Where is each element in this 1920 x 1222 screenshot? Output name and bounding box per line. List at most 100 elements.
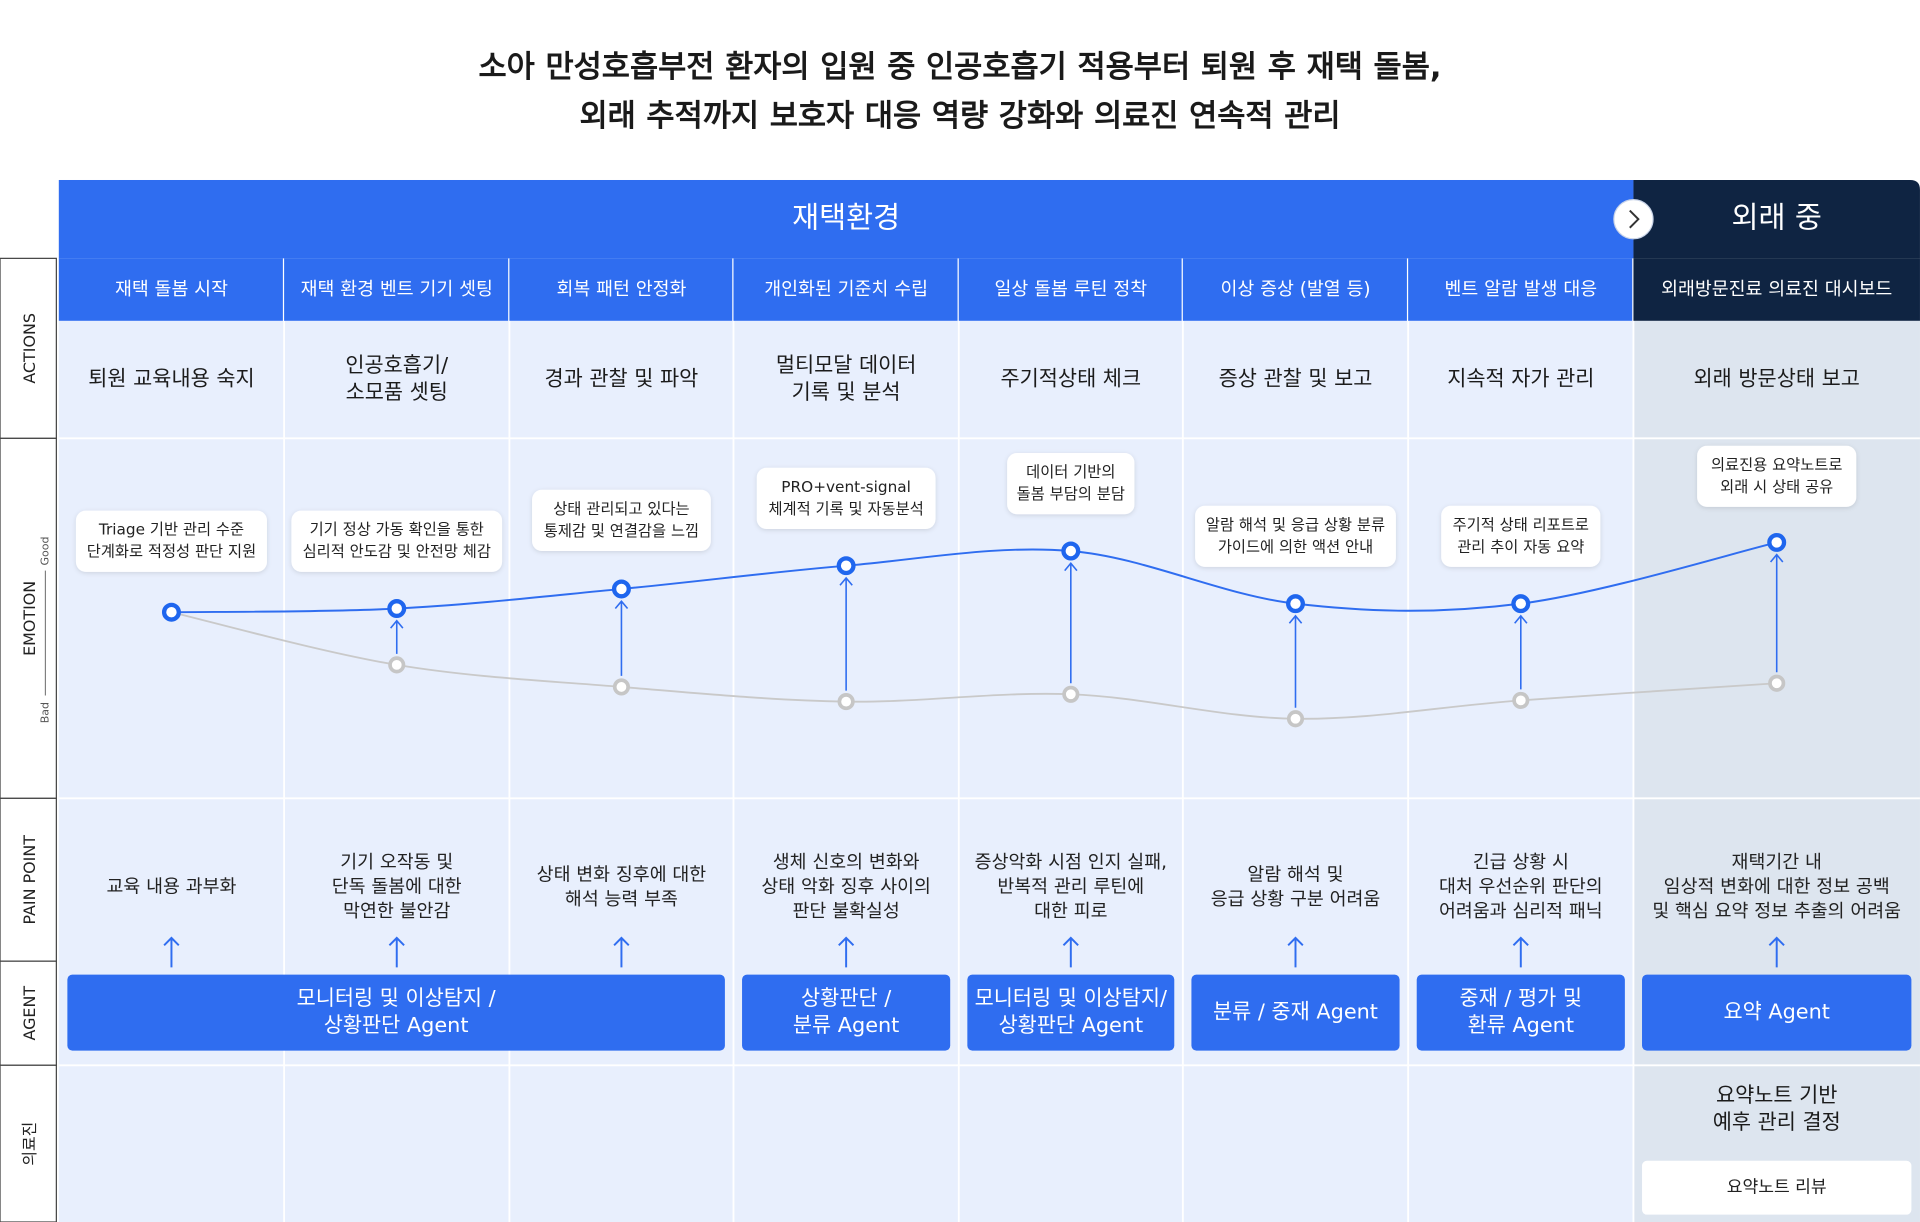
stage-header xyxy=(509,258,733,321)
emotion-note-text: 외래 시 상태 공유 xyxy=(1720,478,1833,496)
stage-header xyxy=(1408,258,1633,321)
row-label-box xyxy=(0,437,57,799)
emotion-point-before xyxy=(388,656,406,674)
emotion-point xyxy=(387,599,407,619)
emotion-point xyxy=(1767,532,1787,552)
emotion-bad: Bad xyxy=(38,702,51,723)
staff-note: 예후 관리 결정 xyxy=(1713,1110,1841,1134)
pain-point: 대처 우선순위 판단의 xyxy=(1439,877,1603,898)
agent-box xyxy=(1642,974,1912,1051)
pain-point: 판단 불확실성 xyxy=(793,901,900,922)
emotion-note-text: 돌봄 부담의 분담 xyxy=(1017,485,1125,503)
emotion-note-text: 체계적 기록 및 자동분석 xyxy=(768,500,923,518)
emotion-note-text: 기기 정상 가동 확인을 통한 xyxy=(310,521,484,539)
emotion-note xyxy=(532,489,711,552)
pain-point: 생체 신호의 변화와 xyxy=(773,852,920,873)
pain-point: 단독 돌봄에 대한 xyxy=(332,877,462,898)
pain-arrow xyxy=(838,936,855,968)
stage-header xyxy=(284,258,509,321)
pain-arrow xyxy=(1287,936,1304,968)
pain-arrow xyxy=(1062,936,1079,968)
agent-label: 모니터링 및 이상탐지/ xyxy=(975,986,1167,1010)
emotion-note xyxy=(1441,505,1601,567)
pain-point: 알람 해석 및 xyxy=(1247,864,1343,885)
emotion-arrow xyxy=(1769,553,1784,673)
stage-title: 재택 환경 벤트 기기 셋팅 xyxy=(301,279,493,300)
stage-title: 개인화된 기준치 수립 xyxy=(764,279,928,300)
action-text: 멀티모달 데이터 xyxy=(776,353,917,377)
emotion-point-before xyxy=(837,693,855,711)
phase-out xyxy=(1633,179,1920,259)
action-text: 주기적상태 체크 xyxy=(1001,367,1142,391)
staff-button xyxy=(1642,1160,1912,1215)
agent-box xyxy=(967,974,1175,1051)
stage-header xyxy=(1182,258,1407,321)
emotion-note xyxy=(291,510,503,572)
agent-label: 모니터링 및 이상탐지 / xyxy=(297,986,496,1010)
emotion-note xyxy=(756,467,936,529)
pain-point: 기기 오작동 및 xyxy=(340,852,453,873)
agent-label: 상황판단 Agent xyxy=(998,1013,1143,1037)
stage-header xyxy=(1633,258,1920,321)
stage-header xyxy=(958,258,1182,321)
emotion-note-text: 가이드에 의한 액션 안내 xyxy=(1218,538,1373,556)
pain-point: 긴급 상황 시 xyxy=(1473,852,1569,873)
emotion-arrow xyxy=(390,619,404,654)
emotion-note-text: 통제감 및 연결감을 느낌 xyxy=(544,522,699,540)
title-line: 소아 만성호흡부전 환자의 입원 중 인공호흡기 적용부터 퇴원 후 재택 돌봄… xyxy=(478,50,1441,85)
action-text: 지속적 자가 관리 xyxy=(1447,367,1594,391)
row-label: EMOTION xyxy=(20,581,39,656)
action-text: 증상 관찰 및 보고 xyxy=(1219,367,1373,391)
phase-arrow-btn xyxy=(1613,198,1654,240)
emotion-note-text: 상태 관리되고 있다는 xyxy=(553,500,689,518)
emotion-arrow xyxy=(1514,614,1528,690)
emotion-point xyxy=(836,556,856,576)
agent-box xyxy=(1191,974,1400,1051)
pain-point: 상태 변화 징후에 대한 xyxy=(537,864,707,885)
pain-point: 임상적 변화에 대한 정보 공백 xyxy=(1664,877,1890,898)
phase-home xyxy=(58,179,1634,259)
stage-title: 일상 돌봄 루틴 정착 xyxy=(994,279,1147,300)
action-text: 외래 방문상태 보고 xyxy=(1694,367,1860,391)
emotion-before xyxy=(171,611,1777,720)
chevron xyxy=(1629,209,1640,229)
pain-arrow xyxy=(613,936,630,968)
emotion-note-text: 주기적 상태 리포트로 xyxy=(1453,516,1589,534)
emotion-point-before xyxy=(1512,691,1530,709)
emotion-arrow xyxy=(1288,614,1303,708)
pain-point: 막연한 불안감 xyxy=(343,901,450,922)
emotion-point xyxy=(161,602,181,622)
emotion-note-text: 의료진용 요약노트로 xyxy=(1711,456,1843,474)
emotion-note xyxy=(75,510,267,572)
row-label-box xyxy=(0,797,57,962)
row-label-box xyxy=(0,960,57,1066)
stage-title: 재택 돌봄 시작 xyxy=(115,279,228,300)
pain-arrow xyxy=(163,936,180,968)
emotion-point-before xyxy=(612,678,631,696)
staff-button-label: 요약노트 리뷰 xyxy=(1727,1178,1827,1198)
pain-arrow xyxy=(1512,936,1529,968)
stage-title: 이상 증상 (발열 등) xyxy=(1220,279,1370,300)
stage-title: 회복 패턴 안정화 xyxy=(556,279,686,300)
action-text: 기록 및 분석 xyxy=(792,380,901,404)
stage-title: 벤트 알람 발생 대응 xyxy=(1444,279,1597,300)
row-label: AGENT xyxy=(20,986,39,1041)
emotion-good: Good xyxy=(38,536,51,565)
pain-point: 응급 상황 구분 어려움 xyxy=(1211,889,1381,910)
agent-label: 요약 Agent xyxy=(1723,1000,1829,1024)
agent-box xyxy=(1416,974,1625,1051)
emotion-note-text: 알람 해석 및 응급 상황 분류 xyxy=(1206,516,1385,534)
row-label-box xyxy=(0,1064,57,1222)
pain-point: 대한 피로 xyxy=(1034,901,1107,922)
pain-point: 어려움과 심리적 패닉 xyxy=(1439,901,1603,922)
pain-point: 상태 악화 징후 사이의 xyxy=(761,877,931,898)
pain-point: 반복적 관리 루틴에 xyxy=(997,877,1144,898)
row-label: ACTIONS xyxy=(20,313,39,384)
emotion-point-before xyxy=(1768,674,1786,692)
stage-header xyxy=(733,258,958,321)
pain-arrow xyxy=(1768,936,1785,968)
title-line: 외래 추적까지 보호자 대응 역량 강화와 의료진 연속적 관리 xyxy=(579,99,1340,134)
emotion-point xyxy=(611,579,631,599)
